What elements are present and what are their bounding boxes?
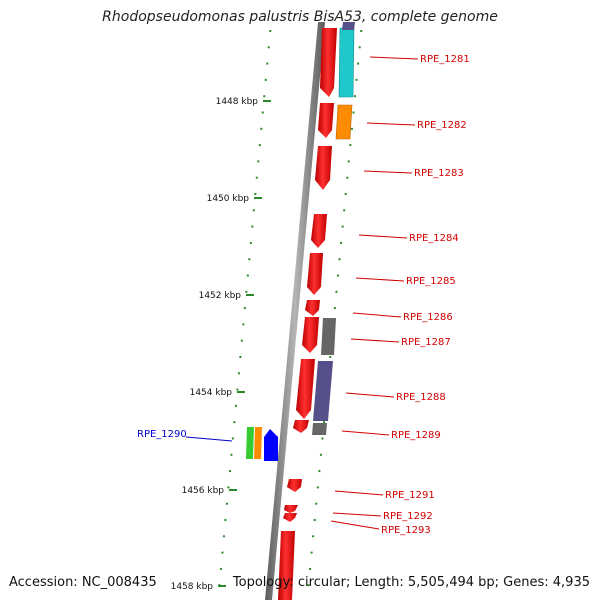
- gene-rpe-1289-feature[interactable]: [312, 423, 327, 435]
- scale-tick-label: 1448 kbp: [216, 97, 259, 107]
- scale-tick-label: 1452 kbp: [199, 291, 242, 301]
- gene-rpe-1282-feature[interactable]: [335, 104, 353, 140]
- accession-label: Accession: NC_008435: [9, 575, 157, 590]
- gene-label-leader: [185, 436, 233, 442]
- genome-summary: Topology: circular; Length: 5,505,494 bp…: [232, 575, 590, 590]
- gene-rpe-1287-feature[interactable]: [321, 318, 336, 355]
- gene-label-leader: [363, 170, 413, 174]
- gene-red-arrow[interactable]: [287, 479, 302, 492]
- gene-label-leader: [332, 512, 382, 517]
- gene-label-rpe-1282[interactable]: RPE_1282: [417, 120, 467, 131]
- gene-label-rpe-1291[interactable]: RPE_1291: [385, 490, 435, 501]
- gene-label-rpe-1288[interactable]: RPE_1288: [396, 392, 446, 403]
- gene-features: [246, 22, 355, 600]
- gene-red-arrow[interactable]: [307, 253, 323, 295]
- gene-red-arrow[interactable]: [283, 513, 297, 522]
- gene-label-leader: [345, 392, 395, 398]
- gene-rpe-1290-blue[interactable]: [264, 429, 278, 461]
- gene-label-rpe-1289[interactable]: RPE_1289: [391, 430, 441, 441]
- gene-red-arrow[interactable]: [278, 531, 295, 600]
- gene-label-rpe-1292[interactable]: RPE_1292: [383, 511, 433, 522]
- gene-rpe-1290-orange[interactable]: [254, 427, 262, 459]
- gene-labels: RPE_1281 RPE_1282 RPE_1283 RPE_1284 RPE_1285…: [137, 54, 470, 536]
- gene-red-arrow[interactable]: [302, 317, 319, 353]
- scale-tick-label: 1456 kbp: [182, 486, 225, 496]
- gene-rpe-1288-feature[interactable]: [313, 361, 333, 421]
- gene-label-rpe-1287[interactable]: RPE_1287: [401, 337, 451, 348]
- gene-label-rpe-1285[interactable]: RPE_1285: [406, 276, 456, 287]
- gene-red-arrow[interactable]: [296, 359, 315, 419]
- gene-rpe-1281-feature[interactable]: [338, 27, 355, 98]
- scale-tick-label: 1458 kbp: [171, 582, 214, 592]
- genome-backbone: [265, 22, 325, 600]
- gene-rpe-1290-green[interactable]: [246, 427, 254, 459]
- gene-label-leader: [355, 277, 405, 282]
- scale-ticks: 1448 kbp 1450 kbp 1452 kbp 1454 kbp 1456 kbp…: [171, 97, 271, 592]
- gene-label-rpe-1286[interactable]: RPE_1286: [403, 312, 453, 323]
- genome-title: Rhodopseudomonas palustris BisA53, compl…: [102, 9, 498, 25]
- gene-red-arrow[interactable]: [318, 103, 334, 138]
- gene-red-arrow[interactable]: [315, 146, 332, 190]
- gene-label-leader: [341, 430, 390, 436]
- gene-label-rpe-1281[interactable]: RPE_1281: [420, 54, 470, 65]
- gene-red-arrow[interactable]: [284, 505, 298, 513]
- gene-label-leader: [369, 56, 419, 60]
- gene-label-rpe-1284[interactable]: RPE_1284: [409, 233, 459, 244]
- scale-tick-label: 1454 kbp: [190, 388, 233, 398]
- gene-label-rpe-1293[interactable]: RPE_1293: [381, 525, 431, 536]
- gene-label-rpe-1290[interactable]: RPE_1290: [137, 429, 187, 440]
- gene-label-leader: [366, 122, 416, 126]
- gene-red-arrow[interactable]: [293, 420, 309, 433]
- gene-rpe-1280-feature[interactable]: [342, 22, 355, 30]
- gene-label-rpe-1283[interactable]: RPE_1283: [414, 168, 464, 179]
- gene-label-leader: [358, 234, 408, 239]
- gene-label-leader: [352, 312, 402, 318]
- gene-label-leader: [334, 490, 384, 496]
- gene-red-arrow[interactable]: [320, 28, 337, 97]
- gene-label-leader: [350, 338, 400, 343]
- gene-red-arrow[interactable]: [311, 214, 327, 248]
- gene-red-arrow[interactable]: [305, 300, 320, 316]
- scale-tick-label: 1450 kbp: [207, 194, 250, 204]
- gene-label-leader: [330, 520, 380, 530]
